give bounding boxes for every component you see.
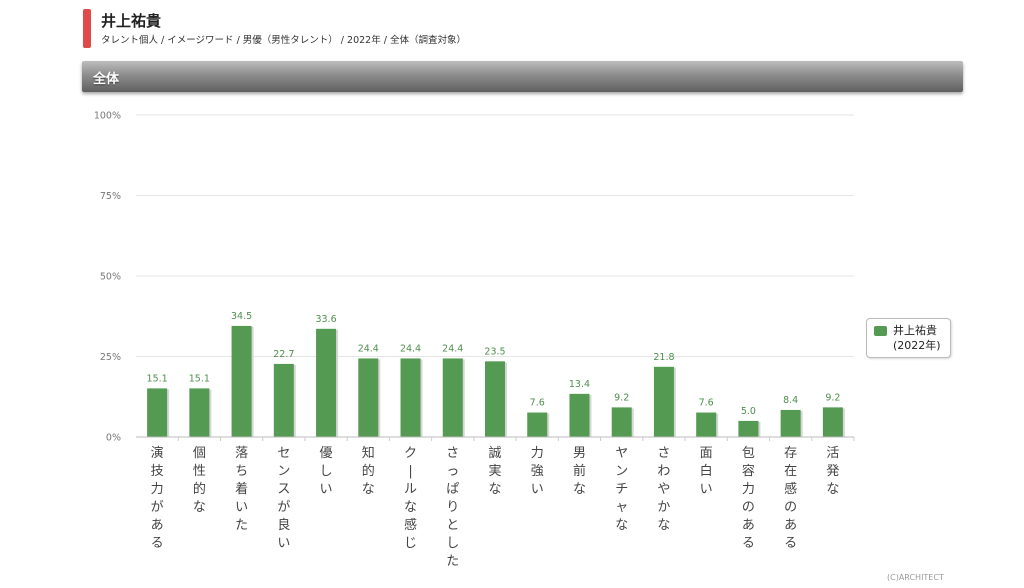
y-tick-label: 75% [100, 191, 121, 202]
x-axis [136, 436, 855, 441]
data-label: 34.5 [231, 311, 252, 322]
data-label: 15.1 [189, 373, 210, 384]
legend: 井上祐貴 (2022年) [866, 318, 951, 358]
data-label: 33.6 [315, 314, 336, 325]
x-tick-label: ヤンチャな [615, 446, 628, 533]
bar [189, 388, 210, 437]
x-tick-label: さわやかな [657, 446, 670, 533]
y-tick-label: 25% [100, 352, 121, 363]
section-title: 全体 [93, 72, 120, 87]
bar [527, 412, 548, 437]
data-label: 22.7 [273, 349, 294, 360]
data-label: 9.2 [614, 392, 629, 403]
bar [316, 328, 337, 437]
data-label: 21.8 [653, 352, 674, 363]
copyright-text: (C)ARCHITECT [887, 573, 944, 582]
data-label: 24.4 [358, 343, 379, 354]
x-tick-label: センスが良い [277, 446, 290, 551]
bar [358, 358, 379, 437]
title-accent-bar [83, 9, 91, 48]
data-label: 24.4 [442, 343, 463, 354]
data-label: 13.4 [569, 379, 590, 390]
bar [400, 358, 421, 437]
x-tick-label: 個性的な [193, 446, 206, 515]
y-tick-label: 100% [94, 111, 121, 122]
y-tick-label: 50% [100, 272, 121, 283]
bar [147, 388, 168, 437]
bar [569, 393, 590, 437]
bar [780, 409, 801, 437]
x-tick-label: ク|ルな感じ [404, 446, 417, 551]
x-tick-label: 落ち着いた [235, 446, 248, 533]
x-tick-label: 活発な [826, 446, 839, 497]
x-tick-label: 包容力のある [742, 446, 755, 551]
x-tick-label: 知的な [362, 445, 375, 497]
data-label: 8.4 [783, 395, 798, 406]
bar [273, 363, 294, 437]
bar [653, 366, 674, 437]
x-tick-label: 存在感のある [784, 446, 797, 551]
data-label: 5.0 [741, 406, 756, 417]
bar [822, 407, 843, 437]
bar [696, 412, 717, 437]
data-label: 24.4 [400, 343, 421, 354]
legend-label: 井上祐貴 (2022年) [893, 324, 941, 352]
x-tick-label: 男前な [573, 446, 586, 497]
bar [442, 358, 463, 437]
bar [485, 361, 505, 437]
x-axis-category-labels: 演技力がある 個性的な 落ち着いた センスが良い 優しい 知的な ク|ルな感じ さっぱりとした… [151, 445, 840, 569]
data-labels: 15.1 15.1 34.5 22.7 33.6 24.4 24.4 24.4 23.5 7.6 1… [147, 311, 841, 417]
y-axis-tick-labels: 0% 25% 50% 75% 100% [94, 111, 121, 444]
data-label: 15.1 [147, 373, 168, 384]
bar [611, 407, 632, 437]
bar [231, 325, 252, 437]
x-tick-label: 面白い [700, 446, 713, 497]
x-tick-label: 演技力がある [151, 445, 164, 551]
data-label: 23.5 [484, 346, 505, 357]
data-label: 7.6 [699, 398, 714, 409]
bar [738, 420, 759, 437]
legend-swatch [874, 326, 887, 336]
data-label: 7.6 [530, 398, 545, 409]
bar-series [147, 325, 845, 437]
section-header-bar: 全体 [82, 61, 963, 92]
x-tick-label: さっぱりとした [446, 446, 459, 569]
page-title: 井上祐貴 [101, 12, 162, 30]
x-tick-label: 誠実な [488, 446, 501, 497]
data-label: 9.2 [825, 392, 840, 403]
grid-lines [136, 114, 854, 438]
x-tick-label: 力強い [531, 446, 544, 497]
page-subtitle: タレント個人 / イメージワード / 男優（男性タレント） / 2022年 / … [101, 35, 466, 46]
x-tick-label: 優しい [320, 446, 333, 497]
y-tick-label: 0% [106, 433, 121, 444]
